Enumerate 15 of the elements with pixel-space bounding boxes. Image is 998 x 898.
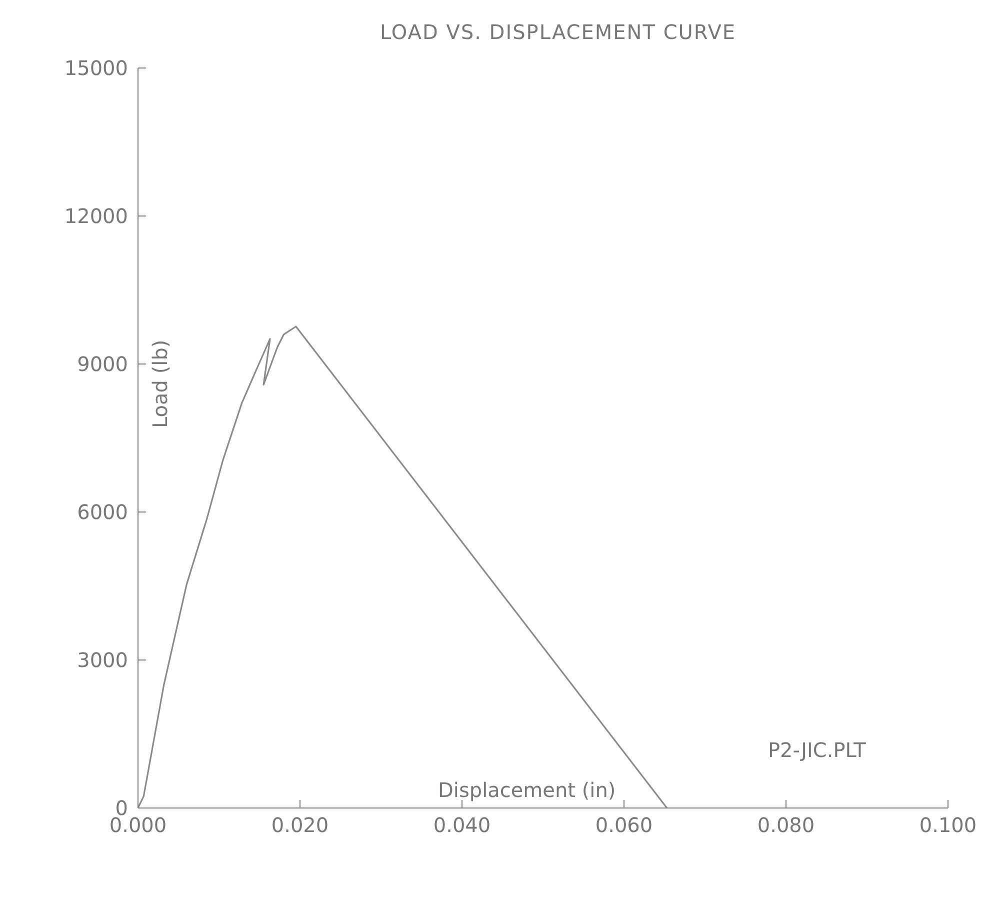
x-tick-label: 0.100 — [919, 813, 977, 838]
y-tick-label: 6000 — [77, 500, 128, 524]
y-tick-label: 9000 — [77, 352, 128, 376]
x-axis-title: Displacement (in) — [438, 778, 616, 802]
x-tick-label: 0.040 — [433, 813, 491, 838]
chart-title: LOAD VS. DISPLACEMENT CURVE — [378, 20, 738, 44]
x-tick-label: 0.020 — [271, 813, 329, 838]
annotation: P2-JIC.PLT — [768, 738, 866, 762]
line-series — [138, 326, 668, 808]
y-tick-label: 3000 — [77, 648, 128, 672]
x-tick-label: 0.060 — [595, 813, 653, 838]
y-axis-title: Load (lb) — [148, 340, 172, 428]
y-tick-label: 15000 — [64, 56, 128, 80]
y-tick-label: 12000 — [64, 204, 128, 228]
x-tick-label: 0.080 — [757, 813, 815, 838]
